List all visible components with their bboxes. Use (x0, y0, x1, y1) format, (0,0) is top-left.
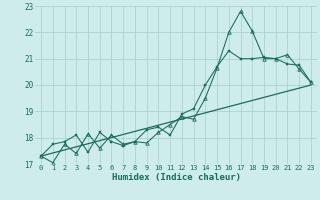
X-axis label: Humidex (Indice chaleur): Humidex (Indice chaleur) (111, 173, 241, 182)
